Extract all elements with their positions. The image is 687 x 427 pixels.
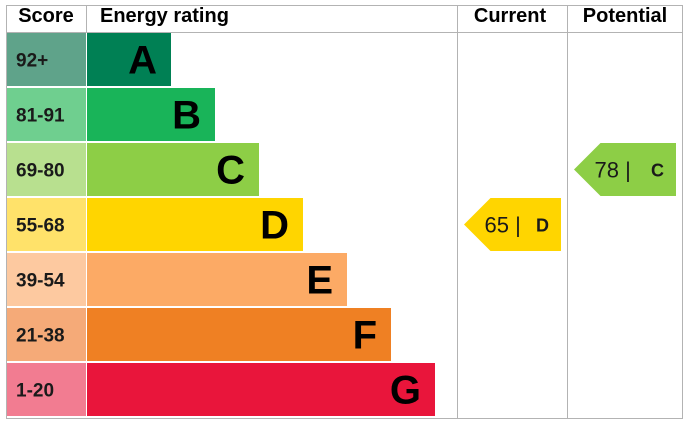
table-grid [6,5,683,419]
band-letter-g: G [390,369,421,413]
rating-bands: 92+ A 81-91 B 69-80 C 55-68 D 39-54 E 21-38 F 1-20 G [7,33,435,416]
score-label-c: 69-80 [16,161,65,182]
band-bar-d [87,198,303,251]
current-header: Current [474,5,547,27]
band-bar-f [87,308,391,361]
score-label-b: 81-91 [16,106,65,127]
current-rating-arrow [464,198,561,251]
band-letter-c: C [216,149,245,193]
band-letter-f: F [353,314,377,358]
band-letter-e: E [306,259,333,303]
band-bar-e [87,253,347,306]
score-cell-g [7,363,86,416]
current-rating-value: 65 | [485,213,521,238]
rating-arrows: 65 | D 78 | C [464,143,676,251]
score-cell-c [7,143,86,196]
score-cell-e [7,253,86,306]
band-letter-a: A [128,39,157,83]
potential-rating-arrow [574,143,676,196]
band-bar-b [87,88,215,141]
score-cell-d [7,198,86,251]
band-bar-c [87,143,259,196]
score-label-g: 1-20 [16,381,54,402]
score-label-a: 92+ [16,51,48,72]
band-bar-g [87,363,435,416]
potential-rating-band: C [651,161,664,181]
band-bar-a [87,33,171,86]
current-rating-band: D [536,216,549,236]
score-label-f: 21-38 [16,326,65,347]
score-cell-f [7,308,86,361]
score-label-e: 39-54 [16,271,65,292]
potential-rating-value: 78 | [595,158,631,183]
score-cell-a [7,33,86,86]
band-letter-b: B [172,94,201,138]
score-header: Score [18,5,74,27]
score-cell-b [7,88,86,141]
energy-rating-header: Energy rating [100,5,229,27]
potential-header: Potential [583,5,667,27]
score-label-d: 55-68 [16,216,65,237]
band-letter-d: D [260,204,289,248]
